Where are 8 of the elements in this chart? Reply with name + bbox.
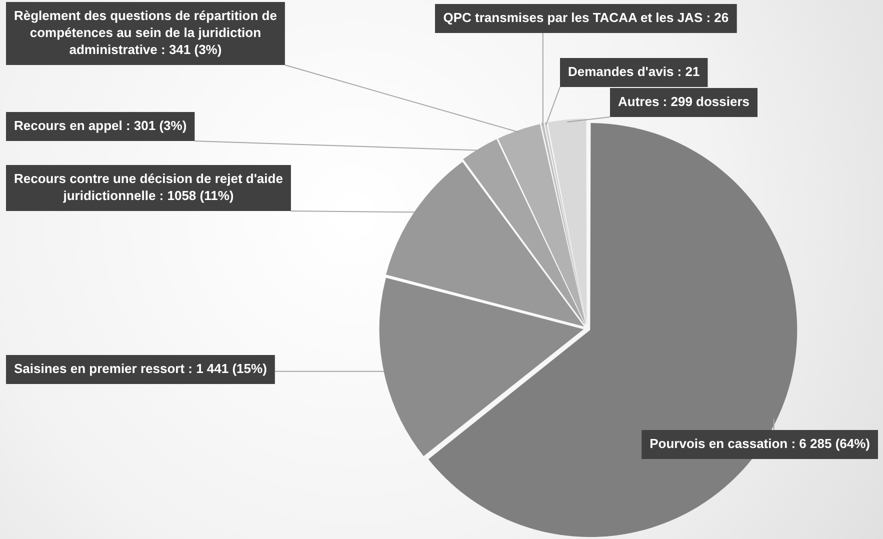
slice-label: Demandes d'avis : 21: [568, 64, 700, 80]
slice-label: Pourvois en cassation : 6 285 (64%): [650, 436, 870, 452]
slice-label: Recours contre une décision de rejet d'aide juridictionnelle : 1058 (11%): [14, 171, 283, 204]
slice-label: QPC transmises par les TACAA et les JAS : 26: [443, 10, 729, 26]
slice-label: Autres : 299 dossiers: [618, 94, 750, 110]
slice-label: Règlement des questions de répartition de compétences au sein de la juridiction administrative : 341 (3%): [14, 8, 277, 58]
slice-label: Recours en appel : 301 (3%): [14, 118, 187, 134]
slice-label: Saisines en premier ressort : 1 441 (15%): [14, 361, 267, 376]
